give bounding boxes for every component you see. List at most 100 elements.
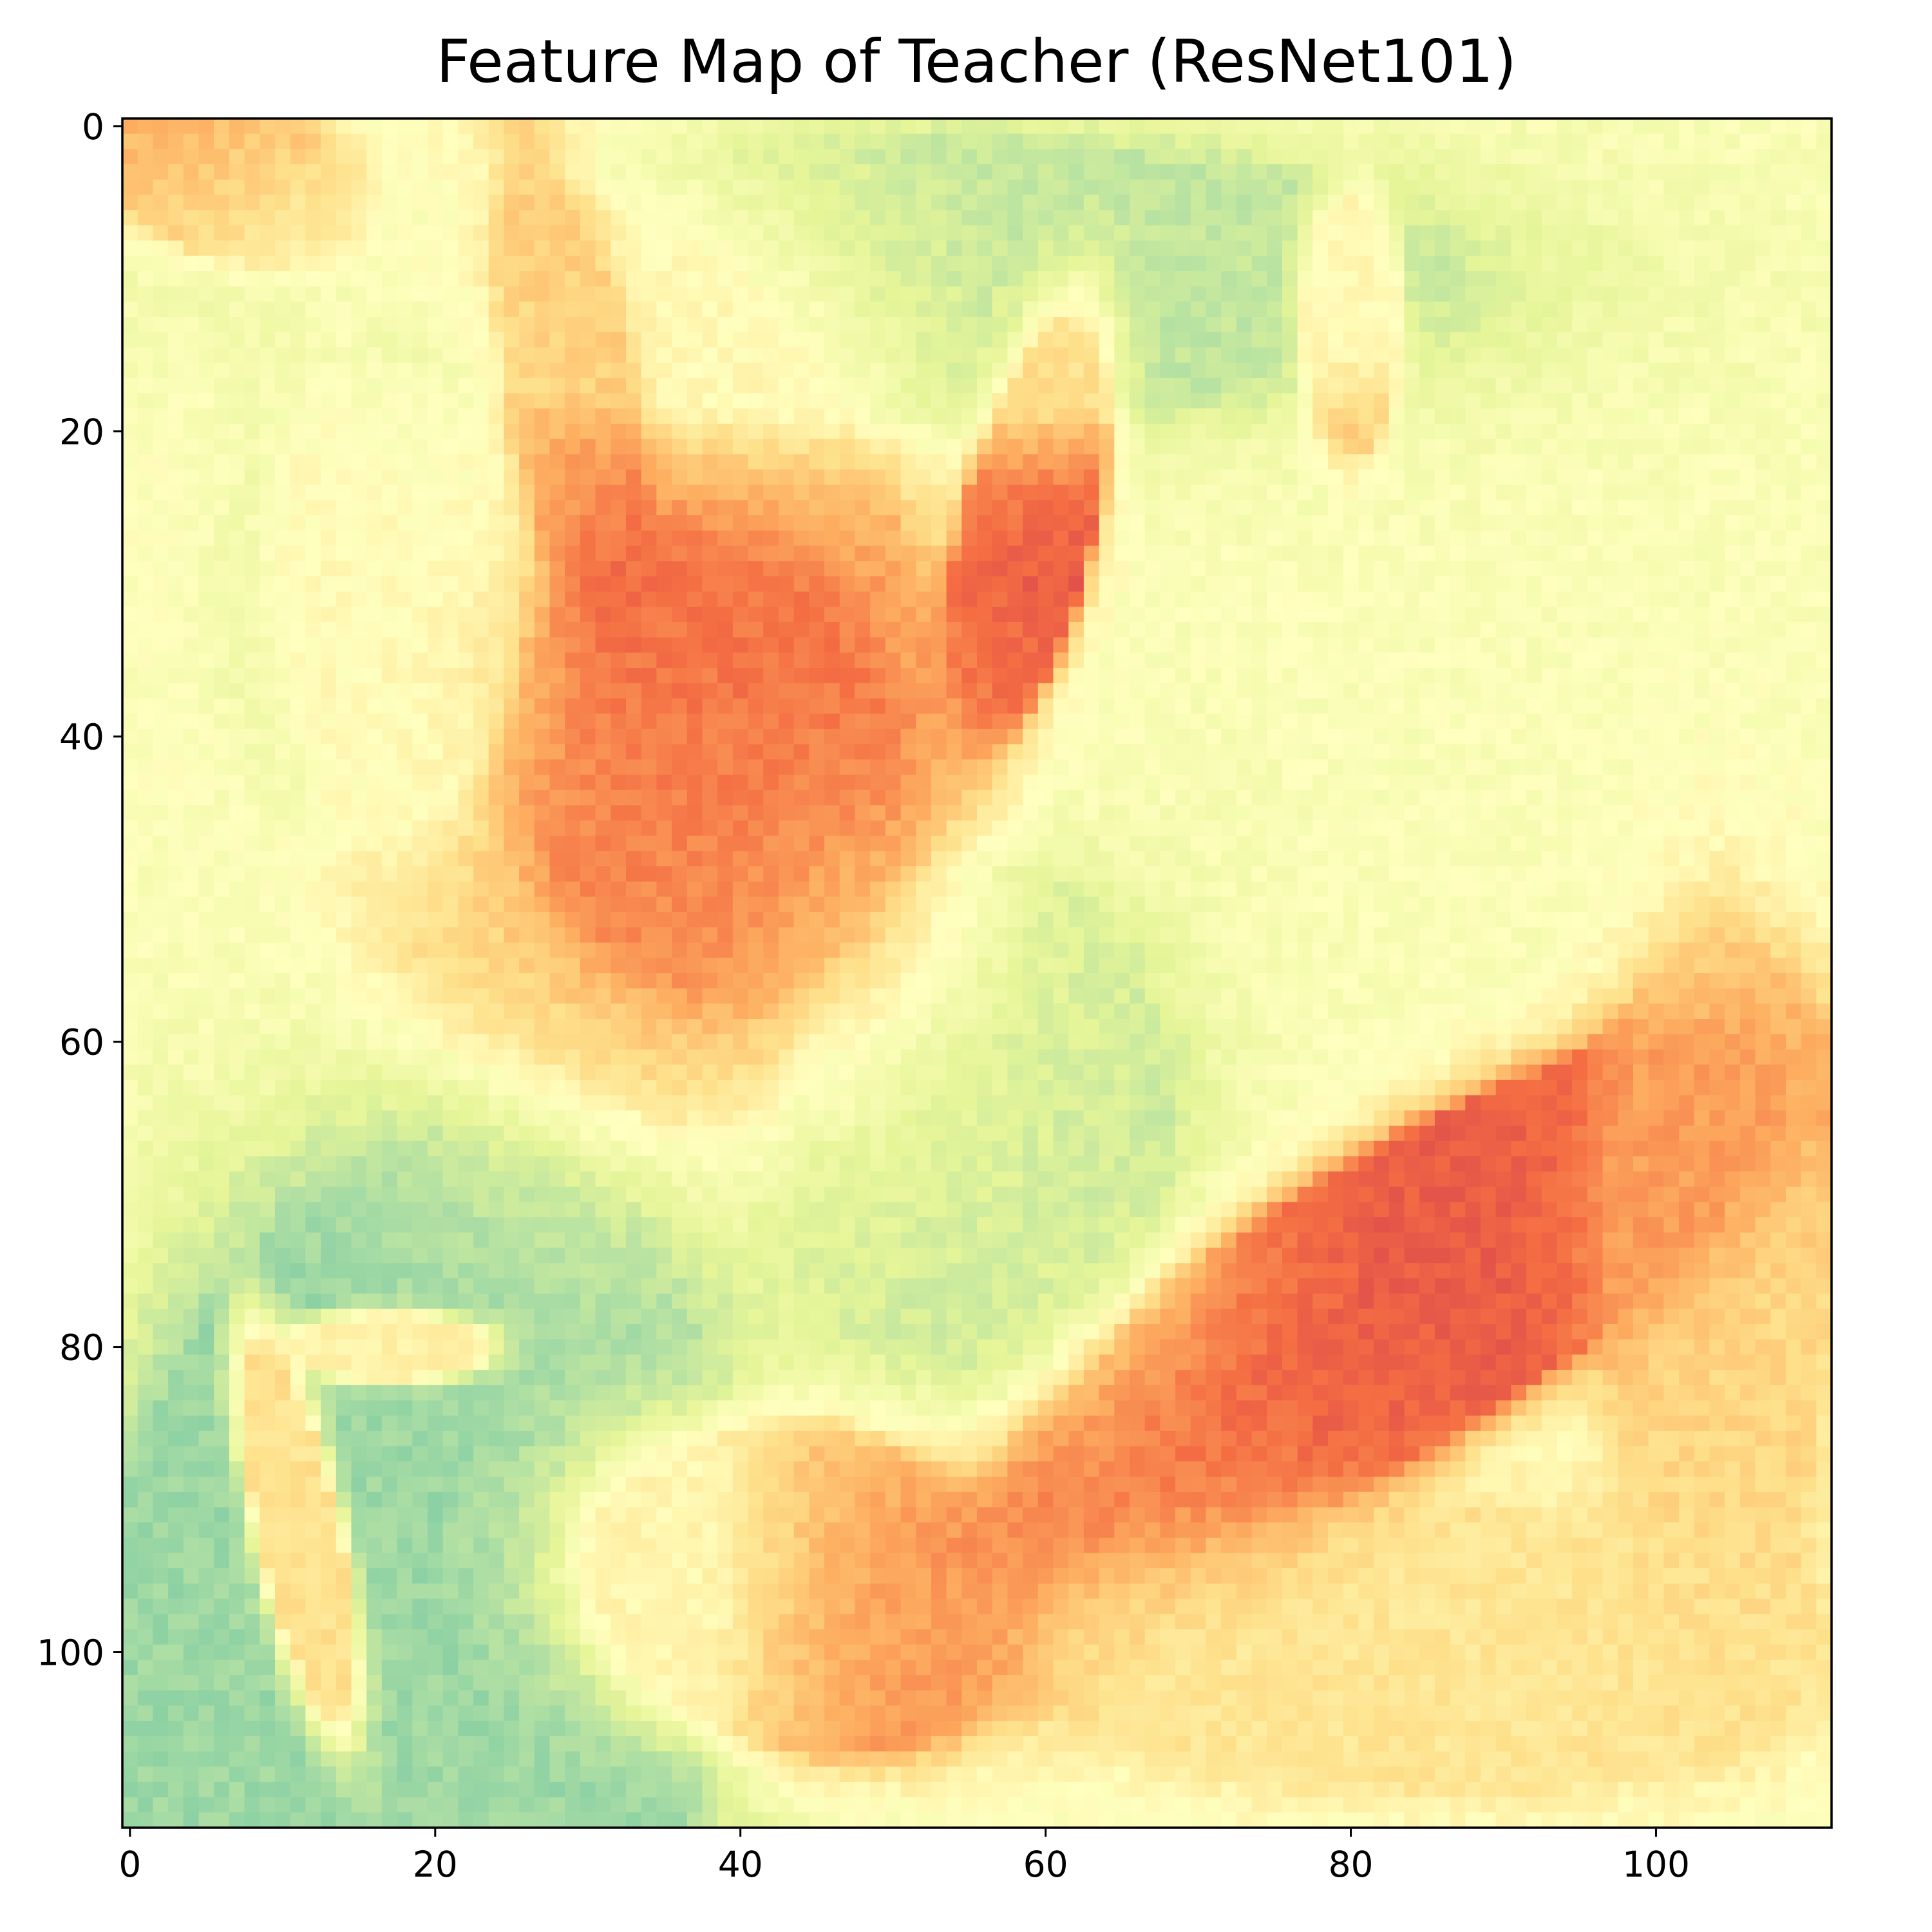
heatmap-cell [183,698,200,714]
heatmap-cell [1175,270,1191,287]
heatmap-cell [504,149,520,165]
heatmap-cell [580,164,596,180]
heatmap-cell [1495,744,1511,760]
heatmap-cell [1755,210,1771,226]
heatmap-cell [412,256,428,272]
heatmap-cell [1297,668,1313,684]
heatmap-cell [565,774,581,791]
heatmap-cell [1511,393,1527,409]
heatmap-cell [519,377,535,394]
heatmap-cell [656,774,672,791]
heatmap-cell [153,469,169,486]
heatmap-cell [153,149,169,165]
heatmap-cell [1725,286,1741,302]
heatmap-cell [1725,164,1741,180]
heatmap-cell [1267,286,1283,302]
heatmap-cell [1404,530,1420,547]
heatmap-cell [641,561,657,577]
heatmap-cell [1007,591,1023,607]
heatmap-cell [504,621,520,638]
heatmap-cell [1114,347,1130,363]
heatmap-cell [961,561,978,577]
heatmap-cell [244,698,260,714]
heatmap-cell [366,484,383,501]
heatmap-cell [1251,576,1267,592]
heatmap-cell [1343,530,1359,547]
heatmap-cell [321,683,337,699]
heatmap-cell [977,225,993,242]
heatmap-cell [1801,332,1817,348]
heatmap-cell [732,469,749,486]
heatmap-cell [473,637,489,653]
heatmap-cell [153,133,169,149]
heatmap-cell [153,728,169,745]
heatmap-cell [1007,133,1023,149]
heatmap-cell [1511,744,1527,760]
heatmap-cell [1602,515,1618,531]
heatmap-cell [595,270,611,287]
heatmap-cell [961,698,978,714]
heatmap-cell [1770,469,1786,486]
heatmap-cell [992,561,1008,577]
heatmap-cell [1374,668,1390,684]
heatmap-cell [137,790,153,806]
heatmap-cell [748,714,764,730]
heatmap-cell [1541,270,1558,287]
heatmap-cell [168,728,184,745]
heatmap-cell [381,439,398,455]
heatmap-cell [793,133,810,149]
heatmap-cell [198,164,214,180]
heatmap-cell [1328,637,1344,653]
heatmap-cell [1785,759,1802,775]
heatmap-cell [778,500,795,516]
heatmap-cell [1190,225,1207,242]
heatmap-cell [961,347,978,363]
heatmap-cell [1221,194,1237,211]
heatmap-cell [1709,530,1725,547]
heatmap-cell [1160,774,1176,791]
heatmap-cell [1190,363,1207,379]
heatmap-cell [839,652,856,668]
heatmap-cell [1434,469,1451,486]
heatmap-cell [1160,210,1176,226]
heatmap-cell [809,210,825,226]
heatmap-cell [656,621,672,638]
heatmap-cell [427,118,444,135]
heatmap-cell [1312,759,1329,775]
heatmap-cell [1236,301,1253,317]
heatmap-cell [1602,133,1618,149]
heatmap-cell [1648,607,1664,623]
heatmap-cell [137,286,153,302]
heatmap-cell [793,317,810,333]
heatmap-cell [214,377,230,394]
heatmap-cell [1801,515,1817,531]
heatmap-cell [641,286,657,302]
heatmap-cell [900,759,916,775]
heatmap-cell [748,744,764,760]
heatmap-cell [1068,591,1084,607]
heatmap-cell [351,286,367,302]
heatmap-cell [473,607,489,623]
heatmap-cell [1434,652,1451,668]
heatmap-cell [488,149,505,165]
heatmap-cell [1083,423,1100,440]
heatmap-cell [809,408,825,424]
heatmap-cell [931,408,947,424]
heatmap-cell [1282,225,1298,242]
heatmap-cell [290,423,306,440]
heatmap-cell [732,484,749,501]
heatmap-cell [214,133,230,149]
heatmap-cell [900,408,916,424]
heatmap-cell [1221,576,1237,592]
heatmap-cell [1511,225,1527,242]
heatmap-cell [763,179,779,196]
heatmap-cell [183,484,200,501]
heatmap-cell [611,728,627,745]
heatmap-cell [1374,301,1390,317]
heatmap-cell [702,637,718,653]
heatmap-cell [1404,591,1420,607]
heatmap-cell [855,637,871,653]
heatmap-cell [504,576,520,592]
heatmap-cell [198,179,214,196]
heatmap-cell [504,774,520,791]
